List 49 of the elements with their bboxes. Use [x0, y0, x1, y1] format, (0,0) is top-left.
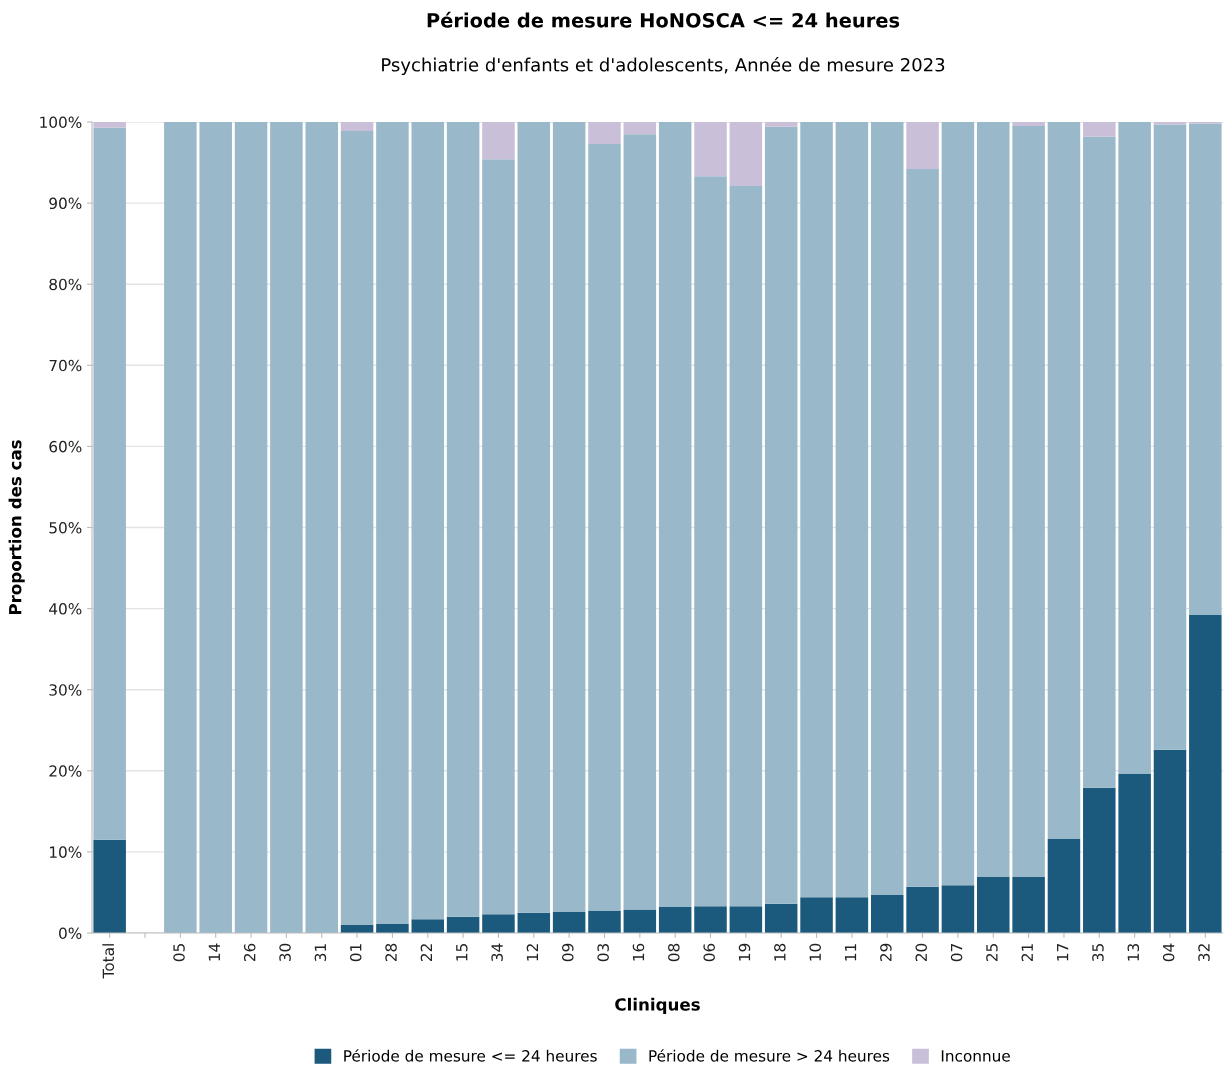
x-tick-label: 09	[562, 943, 574, 962]
x-tick-label: 30	[279, 943, 291, 961]
x-tick-label: 32	[1198, 944, 1210, 961]
x-tick-label: 12	[526, 944, 539, 961]
y-tick-label: 10%	[50, 846, 82, 858]
x-tick-label: 14	[208, 943, 220, 961]
x-tick-label: 19	[738, 943, 751, 961]
x-tick-label: 06	[703, 943, 715, 962]
y-tick-label: 50%	[49, 521, 82, 534]
x-tick-label: 31	[314, 944, 327, 961]
y-tick-label: 30%	[49, 684, 82, 696]
y-axis-title: Proportion des cas	[8, 440, 25, 615]
y-tick-label: 80%	[49, 278, 82, 291]
legend-label: Inconnue	[941, 1050, 1010, 1062]
x-tick-label: 17	[1057, 944, 1069, 961]
x-tick-label: 18	[774, 943, 786, 961]
y-tick-label: 0%	[59, 927, 82, 940]
x-tick-label: 29	[880, 943, 892, 962]
x-tick-label: 25	[986, 944, 998, 962]
chart-subtitle: Psychiatrie d'enfants et d'adolescents, Année de mesure 2023	[382, 56, 945, 76]
x-axis-title: Cliniques	[615, 997, 700, 1014]
x-tick-label: 13	[1127, 943, 1140, 961]
x-tick-label: 08	[668, 943, 680, 962]
x-tick-label: 22	[420, 944, 432, 962]
y-tick-label: 20%	[49, 765, 82, 777]
x-tick-label: 11	[844, 944, 857, 961]
y-tick-label: 70%	[49, 359, 82, 372]
y-tick-label: 40%	[49, 603, 82, 615]
x-tick-label: 05	[173, 944, 185, 962]
x-tick-label: 21	[1021, 944, 1033, 962]
legend-label: Période de mesure > 24 heures	[649, 1049, 890, 1062]
y-tick-label: 90%	[49, 197, 82, 210]
x-tick-label: 26	[243, 943, 256, 962]
x-tick-label: Total	[102, 944, 115, 979]
x-tick-label: 15	[456, 944, 468, 961]
x-tick-label: 03	[597, 943, 609, 962]
x-tick-label: 01	[349, 944, 362, 962]
legend-label: Période de mesure <= 24 heures	[344, 1049, 597, 1062]
y-tick-label: 100%	[40, 116, 82, 129]
x-tick-label: 28	[385, 943, 397, 962]
x-tick-label: 10	[809, 943, 821, 961]
x-tick-label: 20	[915, 943, 928, 962]
x-tick-label: 07	[950, 944, 963, 962]
x-tick-label: 04	[1162, 943, 1175, 962]
x-tick-label: 34	[491, 943, 503, 961]
x-tick-label: 16	[632, 943, 645, 961]
chart-title: Période de mesure HoNOSCA <= 24 heures	[427, 11, 900, 28]
x-tick-label: 35	[1092, 944, 1104, 961]
y-tick-label: 60%	[49, 440, 82, 453]
